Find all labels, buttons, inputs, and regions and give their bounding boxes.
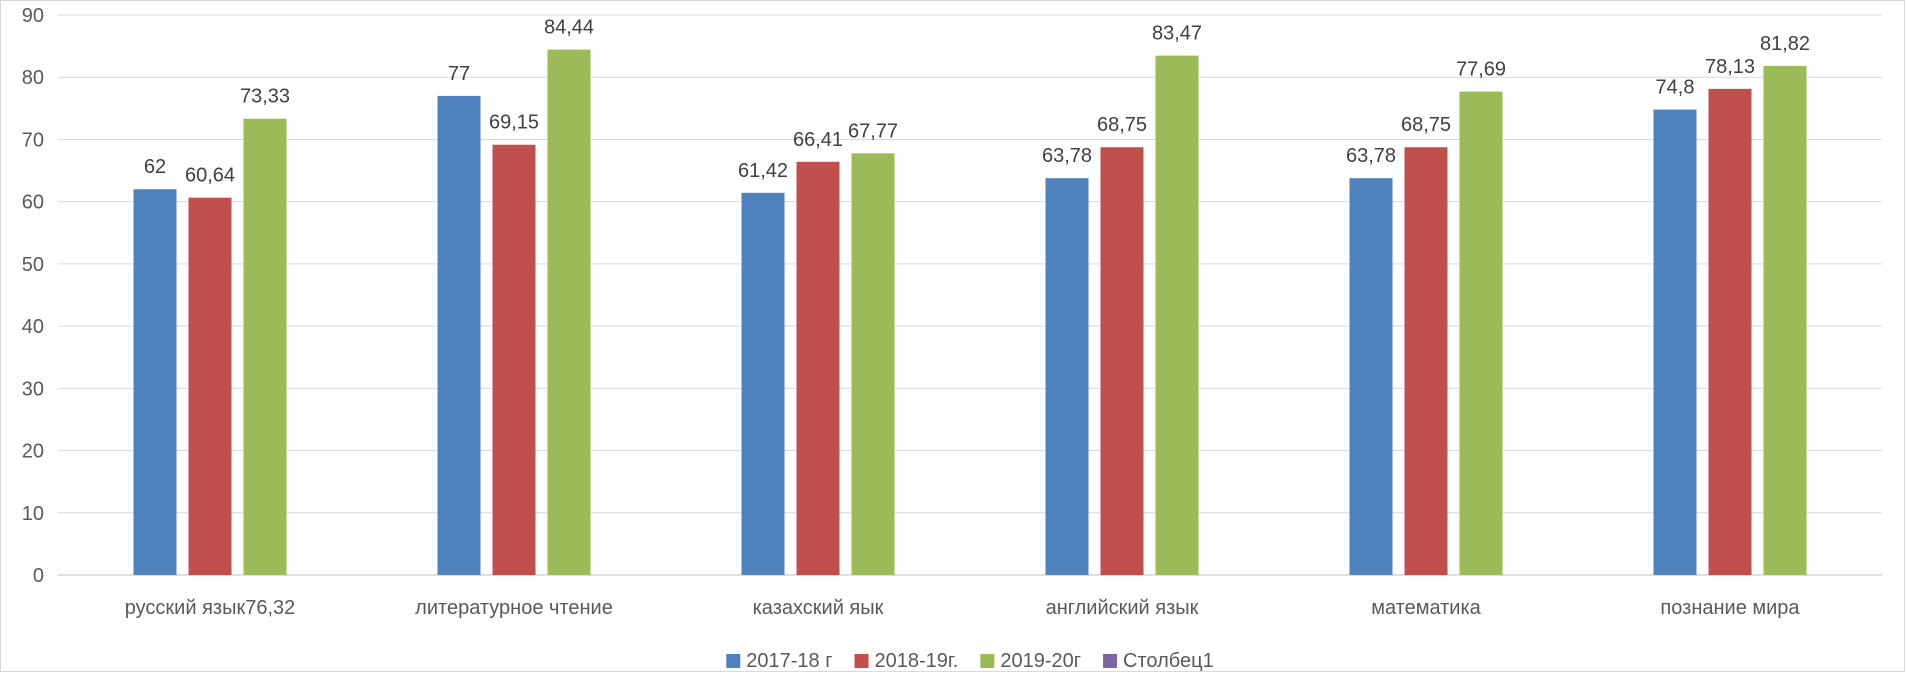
data-label: 68,75 [1401, 114, 1451, 136]
y-tick-label: 80 [22, 67, 44, 89]
legend-item: Столбец1 [1103, 650, 1214, 672]
data-label: 83,47 [1152, 23, 1202, 45]
data-label: 63,78 [1346, 145, 1396, 167]
x-tick-label: познание мира [1660, 597, 1800, 619]
data-label: 74,8 [1656, 77, 1695, 99]
y-tick-label: 10 [22, 503, 44, 525]
legend-swatch [854, 654, 869, 668]
bar [1404, 147, 1448, 575]
bar [243, 118, 287, 576]
bar [547, 49, 591, 575]
x-tick-label: английский язык [1046, 597, 1199, 619]
legend-label: 2019-20г [1000, 650, 1081, 672]
bar [1708, 88, 1752, 575]
legend-label: 2017-18 г [746, 650, 832, 672]
x-tick-label: литературное чтение [415, 597, 613, 619]
bar [1045, 178, 1089, 575]
bars [133, 49, 1807, 576]
legend-item: 2018-19г. [854, 650, 959, 672]
legend-item: 2017-18 г [726, 650, 833, 672]
y-tick-label: 90 [22, 5, 44, 27]
data-label: 62 [144, 156, 166, 178]
y-tick-label: 50 [22, 254, 44, 276]
data-label: 68,75 [1097, 114, 1147, 136]
legend: 2017-18 г 2018-19г. 2019-20г Столбец1 [726, 650, 1214, 672]
data-label: 69,15 [489, 112, 539, 134]
data-label: 60,64 [185, 165, 235, 187]
legend-swatch [1103, 654, 1118, 668]
y-tick-label: 0 [33, 565, 44, 587]
data-label: 73,33 [240, 86, 290, 108]
y-tick-label: 20 [22, 441, 44, 463]
data-label: 67,77 [848, 120, 898, 142]
x-tick-label: русский язык76,32 [125, 597, 296, 619]
bar [1100, 147, 1144, 575]
legend-item: 2019-20г [980, 650, 1081, 672]
data-label: 61,42 [738, 160, 788, 182]
bar [851, 153, 895, 575]
legend-label: Столбец1 [1123, 650, 1214, 672]
data-label: 66,41 [793, 129, 843, 151]
data-label: 77,69 [1456, 59, 1506, 81]
bar [133, 189, 177, 575]
bar [1459, 91, 1503, 576]
gridlines [58, 14, 1882, 576]
legend-swatch [980, 654, 995, 668]
bar [796, 161, 840, 575]
bar [1349, 178, 1393, 575]
data-label: 81,82 [1760, 33, 1810, 55]
legend-label: 2018-19г. [875, 650, 959, 672]
bar [492, 144, 536, 575]
bar [437, 95, 481, 575]
y-axis-ticks: 0 10 20 30 40 50 60 70 80 90 [22, 5, 44, 587]
data-label: 78,13 [1705, 56, 1755, 78]
bar [1155, 55, 1199, 576]
data-label: 84,44 [544, 17, 594, 39]
x-tick-label: математика [1371, 597, 1481, 619]
bar [188, 197, 232, 575]
x-tick-label: казахский яык [753, 597, 884, 619]
bar [1653, 109, 1697, 576]
bar [741, 192, 785, 575]
y-tick-label: 60 [22, 192, 44, 214]
legend-swatch [726, 654, 741, 668]
data-label: 63,78 [1042, 145, 1092, 167]
bar [1763, 65, 1807, 576]
y-tick-label: 70 [22, 129, 44, 151]
y-tick-label: 40 [22, 316, 44, 338]
x-axis-ticks: русский язык76,32 литературное чтение каза… [125, 597, 1801, 619]
y-tick-label: 30 [22, 378, 44, 400]
data-label: 77 [448, 63, 470, 85]
